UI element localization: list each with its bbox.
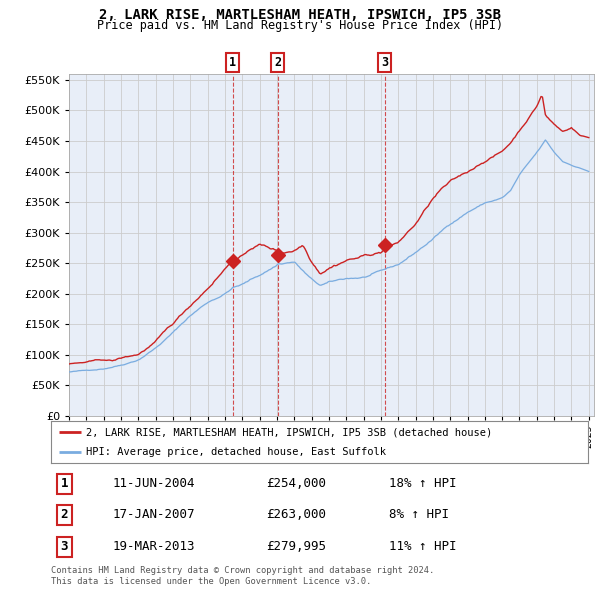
Text: £254,000: £254,000 (266, 477, 326, 490)
Text: 1: 1 (61, 477, 68, 490)
Text: 19-MAR-2013: 19-MAR-2013 (113, 540, 195, 553)
Text: £263,000: £263,000 (266, 508, 326, 522)
Text: 18% ↑ HPI: 18% ↑ HPI (389, 477, 457, 490)
Text: HPI: Average price, detached house, East Suffolk: HPI: Average price, detached house, East… (86, 447, 386, 457)
Text: Price paid vs. HM Land Registry's House Price Index (HPI): Price paid vs. HM Land Registry's House … (97, 19, 503, 32)
Text: 2: 2 (274, 55, 281, 68)
Text: 2, LARK RISE, MARTLESHAM HEATH, IPSWICH, IP5 3SB: 2, LARK RISE, MARTLESHAM HEATH, IPSWICH,… (99, 8, 501, 22)
Text: 11% ↑ HPI: 11% ↑ HPI (389, 540, 457, 553)
Text: Contains HM Land Registry data © Crown copyright and database right 2024.: Contains HM Land Registry data © Crown c… (51, 566, 434, 575)
Text: 2: 2 (61, 508, 68, 522)
Text: 1: 1 (229, 55, 236, 68)
Text: This data is licensed under the Open Government Licence v3.0.: This data is licensed under the Open Gov… (51, 577, 371, 586)
Text: 3: 3 (61, 540, 68, 553)
Text: £279,995: £279,995 (266, 540, 326, 553)
Text: 2, LARK RISE, MARTLESHAM HEATH, IPSWICH, IP5 3SB (detached house): 2, LARK RISE, MARTLESHAM HEATH, IPSWICH,… (86, 427, 492, 437)
Text: 17-JAN-2007: 17-JAN-2007 (113, 508, 195, 522)
Text: 11-JUN-2004: 11-JUN-2004 (113, 477, 195, 490)
Text: 8% ↑ HPI: 8% ↑ HPI (389, 508, 449, 522)
Text: 3: 3 (381, 55, 388, 68)
